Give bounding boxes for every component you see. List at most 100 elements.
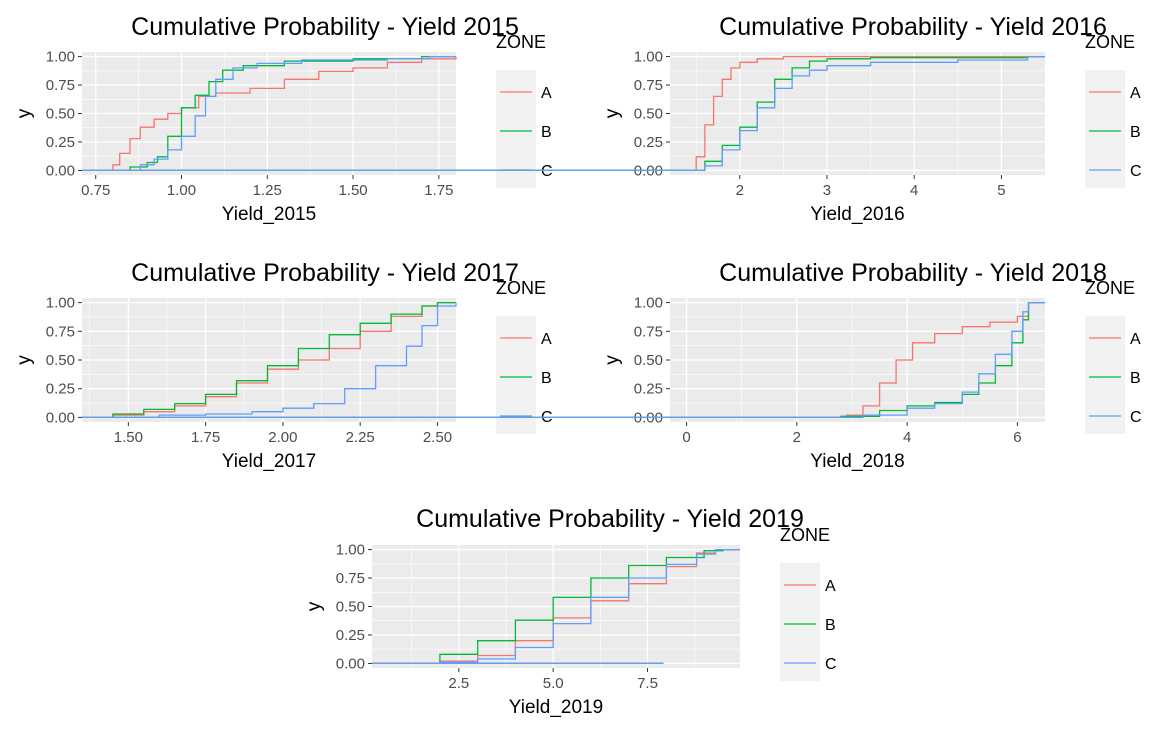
legend-label-A: A — [541, 331, 552, 348]
chart-panel-1: 0.75 1.00 1.25 1.50 1.75 0.00 0.25 0.50 0.75 1.00… — [14, 13, 553, 225]
legend-label-B: B — [1130, 370, 1141, 387]
x-tick-label: 7.5 — [637, 675, 658, 692]
y-tick-label: 0.25 — [46, 381, 75, 398]
y-axis-title: y — [14, 355, 35, 365]
x-tick-label: 2.5 — [448, 675, 469, 692]
series-line-C — [82, 55, 456, 172]
x-tick-label: 1.25 — [253, 182, 282, 199]
legend-label-B: B — [825, 617, 836, 634]
chart-panel-3: 1.50 1.75 2.00 2.25 2.50 0.00 0.25 0.50 0.75 1.00… — [14, 259, 553, 472]
legend-keys-background — [496, 316, 536, 434]
legend-label-A: A — [825, 578, 836, 595]
y-axis-title: y — [304, 601, 325, 611]
y-tick-label: 0.25 — [336, 627, 365, 644]
chart-title: Cumulative Probability - Yield 2019 — [416, 505, 804, 533]
x-tick-label: 1.00 — [167, 182, 196, 199]
legend-keys-background — [1085, 70, 1125, 188]
series-line-B — [82, 301, 456, 419]
y-tick-label: 1.00 — [46, 295, 75, 312]
y-axis-title: y — [602, 108, 623, 118]
series-line-B — [170, 55, 1045, 172]
series-line-C — [372, 548, 740, 665]
y-tick-label: 0.50 — [634, 352, 663, 369]
x-tick-label: 2.00 — [268, 429, 297, 446]
legend-title: ZONE — [780, 525, 830, 545]
y-axis-title: y — [14, 108, 35, 118]
legend-label-B: B — [1130, 124, 1141, 141]
legend-label-A: A — [1130, 331, 1141, 348]
legend-keys-background — [1085, 316, 1125, 434]
legend-keys-background — [780, 563, 820, 681]
chart-title: Cumulative Probability - Yield 2018 — [719, 259, 1107, 287]
y-tick-label: 0.25 — [634, 134, 663, 151]
legend-title: ZONE — [1085, 32, 1135, 52]
y-tick-label: 0.75 — [46, 323, 75, 340]
chart-title: Cumulative Probability - Yield 2017 — [131, 259, 519, 287]
y-tick-label: 0.50 — [336, 599, 365, 616]
x-axis-title: Yield_2018 — [810, 451, 904, 472]
legend-label-C: C — [825, 656, 837, 673]
chart-title: Cumulative Probability - Yield 2016 — [719, 13, 1107, 41]
series-line-A — [82, 56, 457, 172]
x-tick-label: 0 — [682, 429, 690, 446]
y-tick-label: 0.50 — [634, 106, 663, 123]
series-line-C — [170, 55, 1045, 172]
x-tick-label: 6 — [1013, 429, 1021, 446]
legend-keys-background — [496, 70, 536, 188]
legend-label-C: C — [1130, 409, 1142, 426]
legend-label-A: A — [541, 85, 552, 102]
y-tick-label: 0.75 — [46, 77, 75, 94]
y-tick-label: 1.00 — [46, 49, 75, 66]
y-tick-label: 0.75 — [634, 323, 663, 340]
legend-label-B: B — [541, 370, 552, 387]
x-tick-label: 5.0 — [543, 675, 564, 692]
legend-title: ZONE — [496, 32, 546, 52]
y-tick-label: 0.00 — [336, 655, 365, 672]
x-tick-label: 2 — [793, 429, 801, 446]
x-tick-label: 2 — [736, 182, 744, 199]
x-tick-label: 1.75 — [191, 429, 220, 446]
y-tick-label: 0.00 — [46, 409, 75, 426]
series-line-A — [417, 301, 1045, 419]
legend-label-A: A — [1130, 85, 1141, 102]
x-tick-label: 1.50 — [338, 182, 367, 199]
y-tick-label: 0.75 — [336, 570, 365, 587]
series-line-C — [417, 301, 1045, 419]
legend-label-B: B — [541, 124, 552, 141]
y-tick-label: 0.00 — [46, 162, 75, 179]
series-line-B — [82, 55, 456, 172]
y-tick-label: 1.00 — [634, 49, 663, 66]
x-tick-label: 1.50 — [114, 429, 143, 446]
y-tick-label: 0.50 — [46, 106, 75, 123]
x-axis-title: Yield_2015 — [222, 204, 316, 225]
legend-label-C: C — [1130, 163, 1142, 180]
y-tick-label: 0.75 — [634, 77, 663, 94]
y-tick-label: 1.00 — [336, 542, 365, 559]
y-tick-label: 0.25 — [46, 134, 75, 151]
y-tick-label: 0.25 — [634, 381, 663, 398]
x-axis-title: Yield_2017 — [222, 451, 316, 472]
x-tick-label: 3 — [823, 182, 831, 199]
x-tick-label: 4 — [910, 182, 918, 199]
x-tick-label: 1.75 — [424, 182, 453, 199]
x-tick-label: 2.25 — [346, 429, 375, 446]
x-axis-title: Yield_2019 — [509, 697, 603, 718]
x-tick-label: 0.75 — [81, 182, 110, 199]
x-axis-title: Yield_2016 — [810, 204, 904, 225]
y-axis-title: y — [602, 355, 623, 365]
legend-label-C: C — [541, 163, 553, 180]
y-tick-label: 0.50 — [46, 352, 75, 369]
series-line-A — [170, 55, 1045, 172]
series-line-C — [82, 302, 457, 419]
y-tick-label: 1.00 — [634, 295, 663, 312]
x-tick-label: 4 — [903, 429, 911, 446]
legend-title: ZONE — [1085, 278, 1135, 298]
x-tick-label: 2.50 — [423, 429, 452, 446]
chart-title: Cumulative Probability - Yield 2015 — [131, 13, 519, 41]
legend-title: ZONE — [496, 278, 546, 298]
chart-panel-5: 2.5 5.0 7.5 0.00 0.25 0.50 0.75 1.00 Cumulative … — [304, 505, 837, 718]
x-tick-label: 5 — [997, 182, 1005, 199]
